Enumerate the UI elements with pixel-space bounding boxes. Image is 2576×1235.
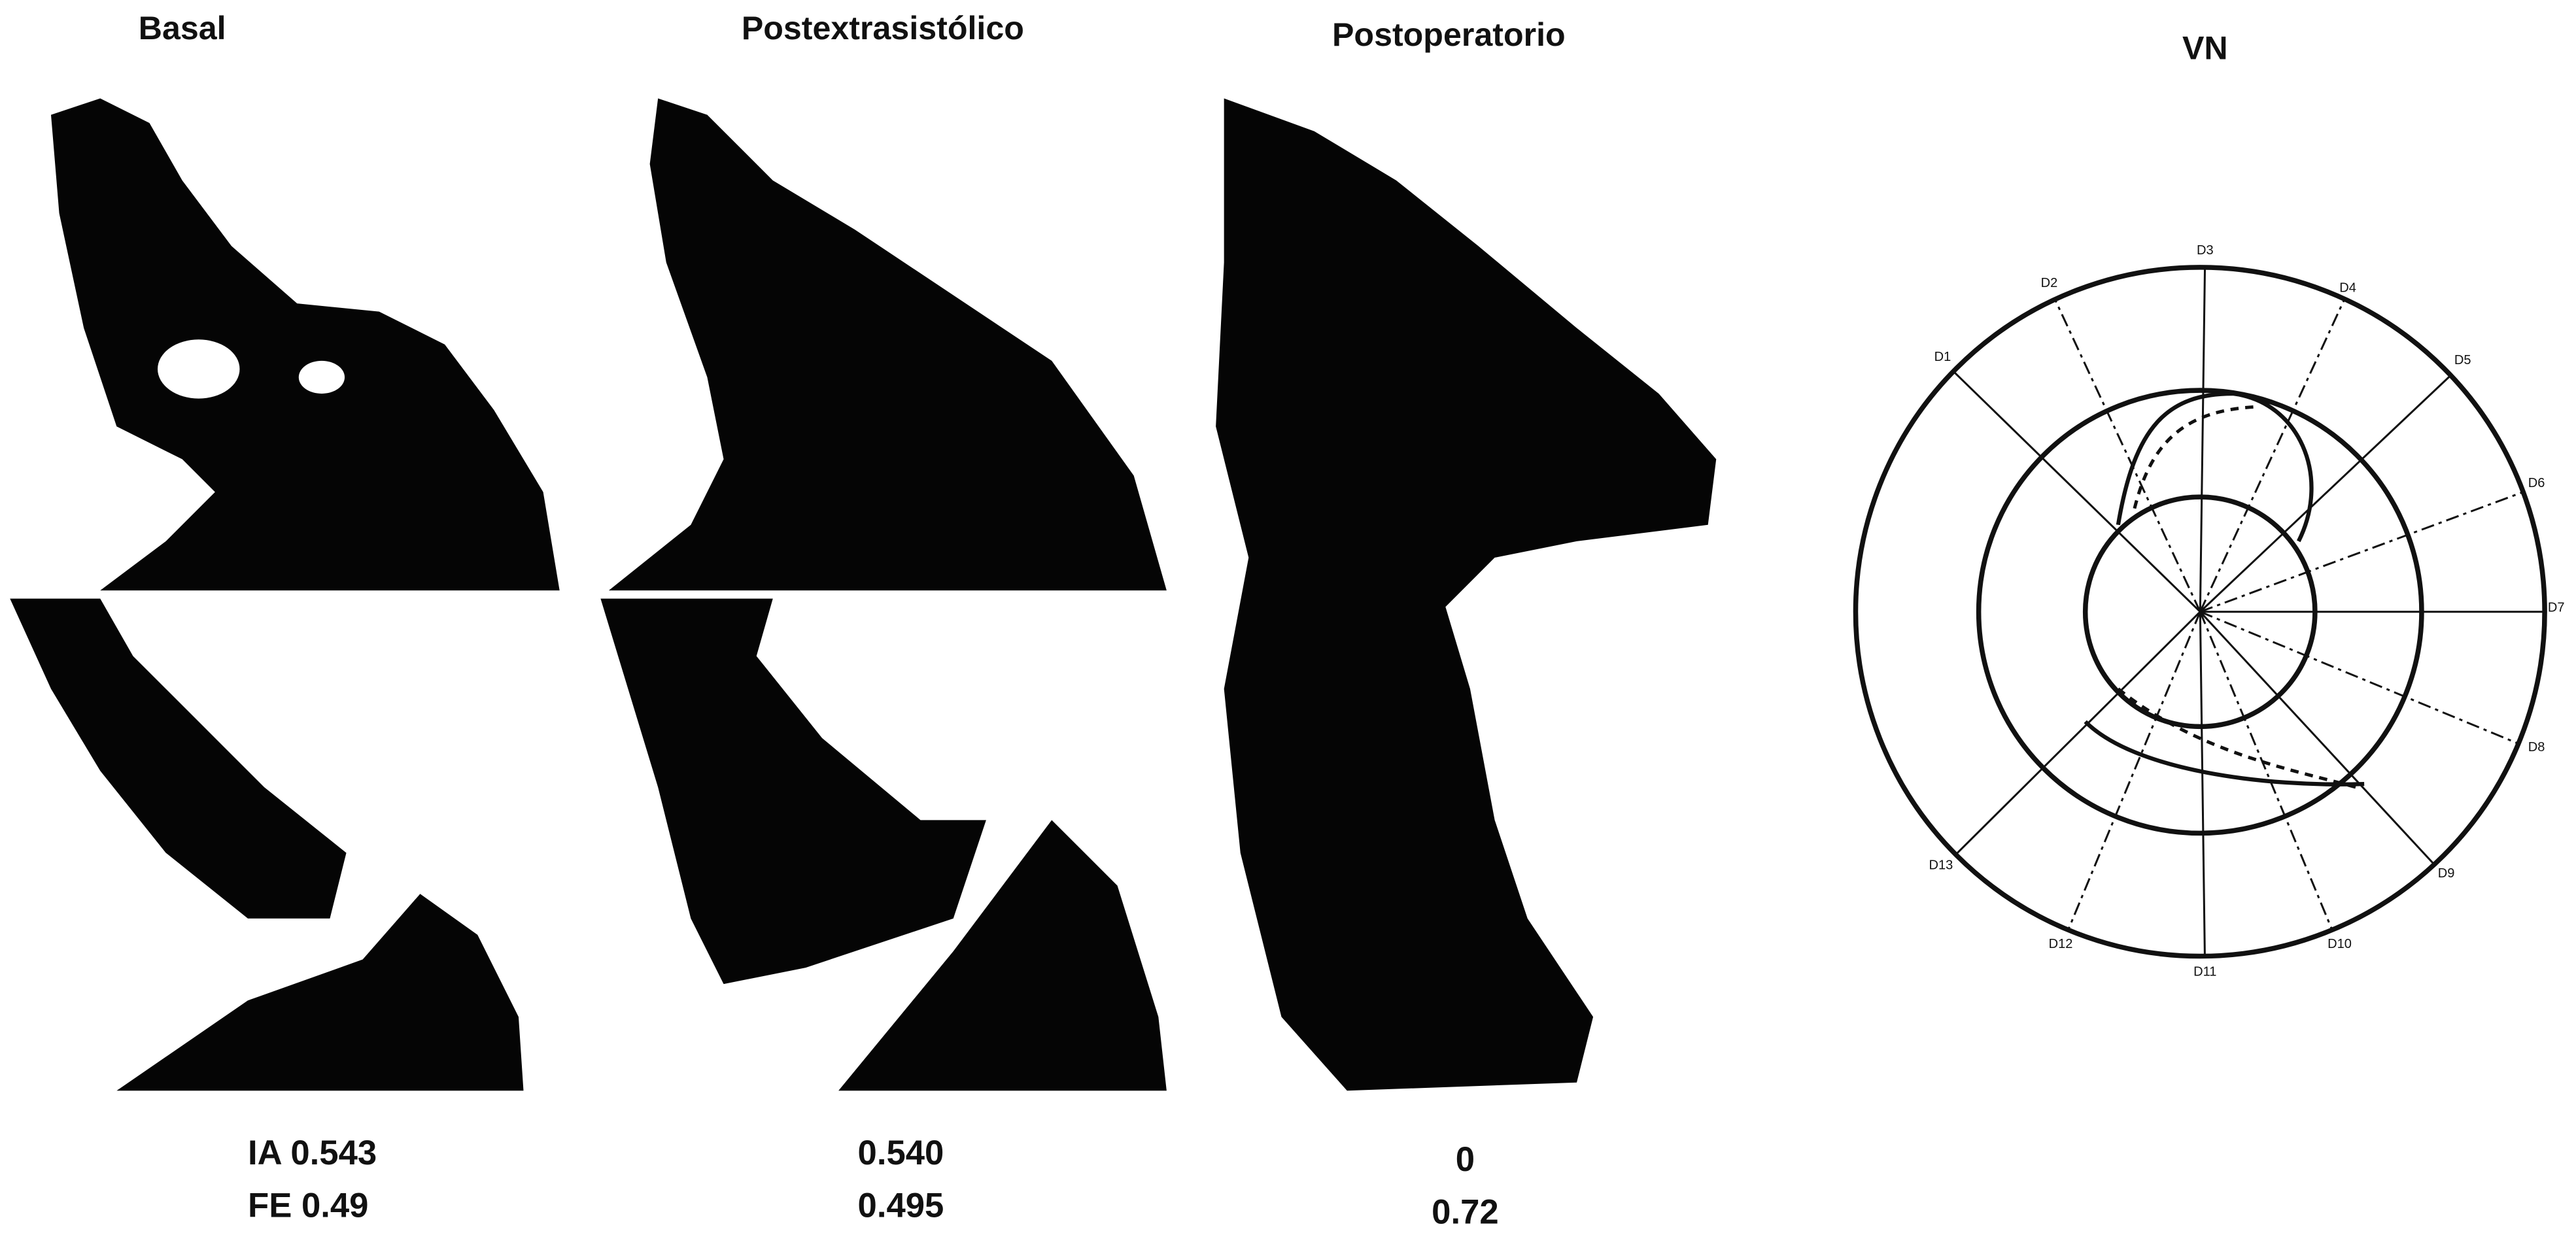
diagram-label: D7 [2548, 601, 2565, 615]
value-label: FE 0.49 [248, 1186, 368, 1225]
diagram-label: D3 [2197, 243, 2214, 258]
diagram-label: D5 [2454, 353, 2471, 367]
diagram-label: D2 [2041, 276, 2058, 290]
diagram-label: D8 [2528, 740, 2545, 754]
diagram-label: D13 [1929, 858, 1953, 873]
page: Basal IA 0.543 FE 0.49 Postextrasistólic… [0, 0, 2576, 1235]
value-label: 0.72 [1432, 1193, 1499, 1231]
diagram-label: D11 [2193, 965, 2216, 979]
diagram-label: D6 [2528, 476, 2545, 490]
artifact [299, 361, 345, 394]
panel-title: Postextrasistólico [742, 10, 1024, 46]
panel-title: Basal [139, 10, 226, 46]
diagram-label: D1 [1934, 350, 1951, 364]
diagram-label: D10 [2327, 937, 2352, 951]
diagram-title: VN [2182, 29, 2228, 66]
value-label: IA 0.543 [248, 1134, 377, 1172]
panel-title: Postoperatorio [1332, 16, 1566, 53]
diagram-label: D9 [2438, 866, 2455, 881]
figure: Basal IA 0.543 FE 0.49 Postextrasistólic… [0, 0, 2576, 1235]
value-label: 0.495 [858, 1186, 944, 1225]
value-label: 0.540 [858, 1134, 944, 1172]
value-label: 0 [1456, 1140, 1475, 1179]
artifact [158, 339, 239, 398]
diagram-label: D12 [2049, 937, 2073, 951]
diagram-label: D4 [2339, 281, 2356, 296]
